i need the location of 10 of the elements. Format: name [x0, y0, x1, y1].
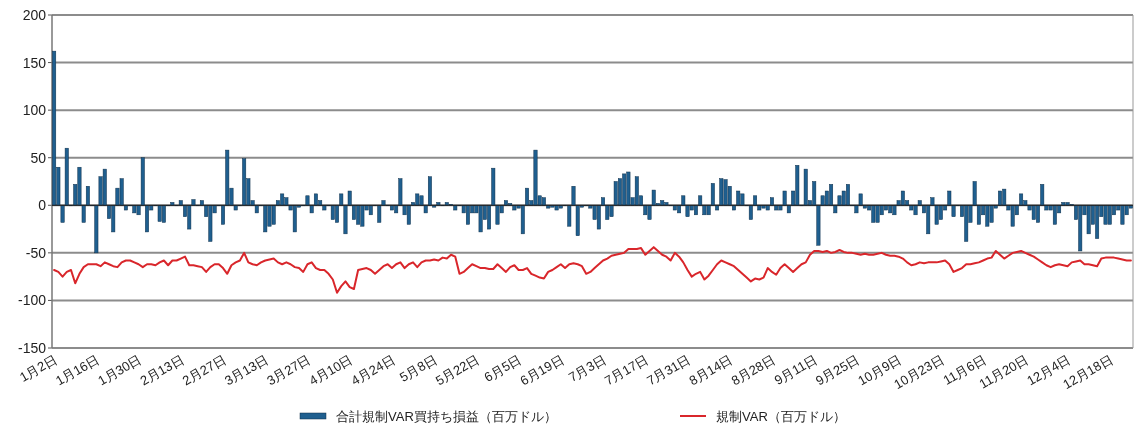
y-tick-label: 50	[30, 149, 47, 166]
y-tick-label: 100	[22, 102, 47, 119]
y-tick-label: -50	[25, 244, 47, 261]
y-tick-label: -150	[17, 340, 47, 356]
y-tick-label: 0	[38, 197, 47, 214]
y-tick-label: 150	[22, 54, 47, 71]
y-tick-label: -100	[17, 292, 47, 309]
legend-label: 規制VAR（百万ドル）	[716, 409, 846, 424]
y-tick-label: 200	[22, 7, 47, 23]
legend-label: 合計規制VAR買持ち損益（百万ドル）	[336, 409, 557, 424]
